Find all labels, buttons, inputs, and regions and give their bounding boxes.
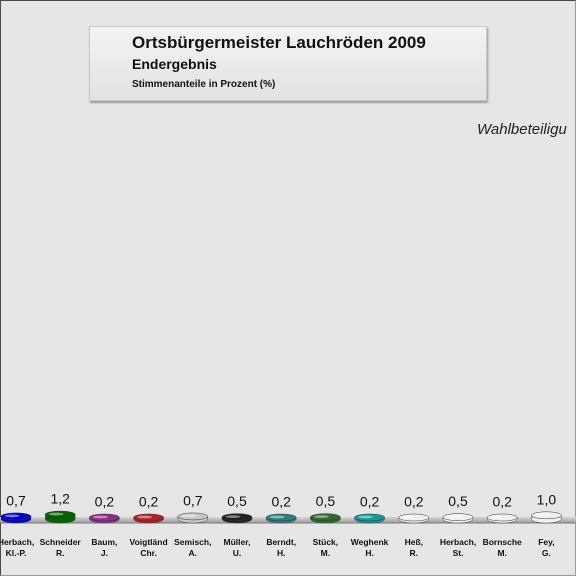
category-label: Chr. (140, 548, 157, 558)
category-label: Voigtländ (130, 537, 168, 547)
bar-cap (398, 513, 430, 522)
value-label: 0,7 (183, 492, 203, 508)
bar-highlight (534, 513, 550, 517)
bar-cap (265, 513, 297, 522)
bar-highlight (402, 515, 418, 519)
category-label: Weghenk (351, 537, 389, 547)
chart-title: Ortsbürgermeister Lauchröden 2009 (132, 33, 426, 52)
category-label: Herbach, (0, 537, 34, 547)
bar-cap (44, 510, 76, 519)
category-label: Semisch, (174, 537, 211, 547)
value-label: 0,2 (492, 494, 512, 510)
bar-highlight (137, 515, 153, 519)
turnout-label: Wahlbeteiligu (477, 121, 567, 138)
bar-cap (310, 513, 341, 521)
bar-highlight (225, 515, 241, 519)
value-label: 0,5 (448, 493, 468, 509)
bar-cap (486, 513, 518, 522)
category-label: Schneider (40, 537, 82, 547)
category-label: Stück, (313, 537, 339, 547)
category-label: Herbach, (440, 537, 476, 547)
category-label: R. (56, 548, 65, 558)
bar-highlight (490, 515, 506, 519)
category-label: M. (321, 548, 330, 558)
bar-cap (177, 512, 209, 521)
bar-cap (89, 513, 120, 522)
value-label: 0,7 (6, 492, 26, 508)
category-label: Müller, (224, 537, 251, 547)
value-label: 0,2 (404, 494, 424, 510)
value-label: 1,0 (537, 491, 557, 507)
category-label: Fey, (538, 537, 554, 547)
category-label: A. (189, 548, 198, 558)
bar-cap (133, 513, 164, 522)
bar-highlight (4, 514, 20, 518)
category-label: H. (365, 548, 374, 558)
bar-highlight (313, 515, 329, 519)
bar-highlight (181, 514, 197, 518)
category-label: Bornsche (483, 537, 522, 547)
chart-subtitle: Endergebnis (132, 56, 217, 72)
value-label: 0,2 (95, 494, 115, 510)
category-label: Baum, (91, 537, 117, 547)
category-label: Kl.-P. (6, 548, 27, 558)
category-label: J. (101, 548, 108, 558)
value-label: 0,5 (316, 493, 336, 509)
bar-highlight (358, 515, 374, 519)
unit-note: Stimmenanteile in Prozent (%) (132, 79, 276, 90)
bar-cap (442, 513, 474, 521)
value-label: 0,2 (139, 494, 159, 510)
category-label: U. (233, 548, 242, 558)
bar-cap (221, 513, 253, 521)
category-label: M. (497, 548, 506, 558)
category-label: G. (542, 548, 551, 558)
value-label: 0,5 (227, 493, 247, 509)
plot-area: 0,7Herbach,Kl.-P.1,2SchneiderR.0,2Baum,J… (0, 491, 576, 558)
value-label: 0,2 (271, 494, 291, 510)
bar-highlight (92, 515, 108, 519)
bar-highlight (446, 515, 462, 519)
bar-highlight (269, 515, 285, 519)
category-label: St. (453, 548, 464, 558)
category-label: Heß, (405, 537, 423, 547)
title-panel: Ortsbürgermeister Lauchröden 2009 Enderg… (89, 26, 487, 101)
bar-highlight (48, 512, 64, 516)
category-label: Berndt, (266, 537, 296, 547)
value-label: 1,2 (50, 491, 70, 507)
category-label: H. (277, 548, 286, 558)
bar-cap (354, 513, 385, 522)
value-label: 0,2 (360, 494, 380, 510)
bar-cap (531, 511, 562, 520)
category-label: R. (410, 548, 419, 558)
bar-cap (0, 512, 32, 521)
